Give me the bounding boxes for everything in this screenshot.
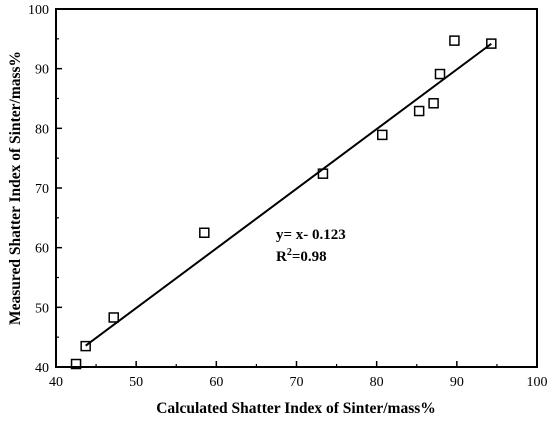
data-point (80, 340, 91, 352)
y-tick-label: 100 (28, 3, 49, 18)
y-tick-label: 40 (35, 361, 49, 376)
plot-frame (55, 8, 538, 368)
r-squared-label: R2=0.98 (276, 247, 327, 265)
data-point (70, 358, 82, 370)
data-point (199, 227, 210, 238)
data-point (486, 38, 497, 49)
y-axis-title: Measured Shatter Index of Sinter/mass% (7, 51, 24, 325)
data-point (413, 105, 425, 117)
equation-label: y= x- 0.123 (276, 227, 346, 243)
x-tick-label: 40 (49, 375, 63, 390)
data-point (317, 168, 329, 179)
fit-line (85, 42, 492, 347)
x-tick-label: 80 (370, 375, 384, 390)
y-tick-label: 70 (35, 182, 49, 197)
data-point (449, 35, 460, 46)
y-tick-label: 50 (35, 301, 49, 316)
y-tick-label: 60 (35, 242, 49, 257)
y-tick-label: 90 (35, 63, 49, 78)
data-point (377, 129, 388, 141)
data-point (108, 312, 119, 323)
y-tick-label: 80 (35, 122, 49, 137)
data-points (70, 35, 497, 370)
x-tick-label: 100 (527, 375, 548, 390)
x-axis-title: Calculated Shatter Index of Sinter/mass% (156, 400, 436, 417)
data-point (434, 68, 446, 80)
x-tick-label: 70 (290, 375, 304, 390)
data-point (428, 98, 439, 109)
x-tick-label: 90 (450, 375, 464, 390)
x-tick-label: 60 (209, 375, 223, 390)
x-tick-label: 50 (129, 375, 143, 390)
